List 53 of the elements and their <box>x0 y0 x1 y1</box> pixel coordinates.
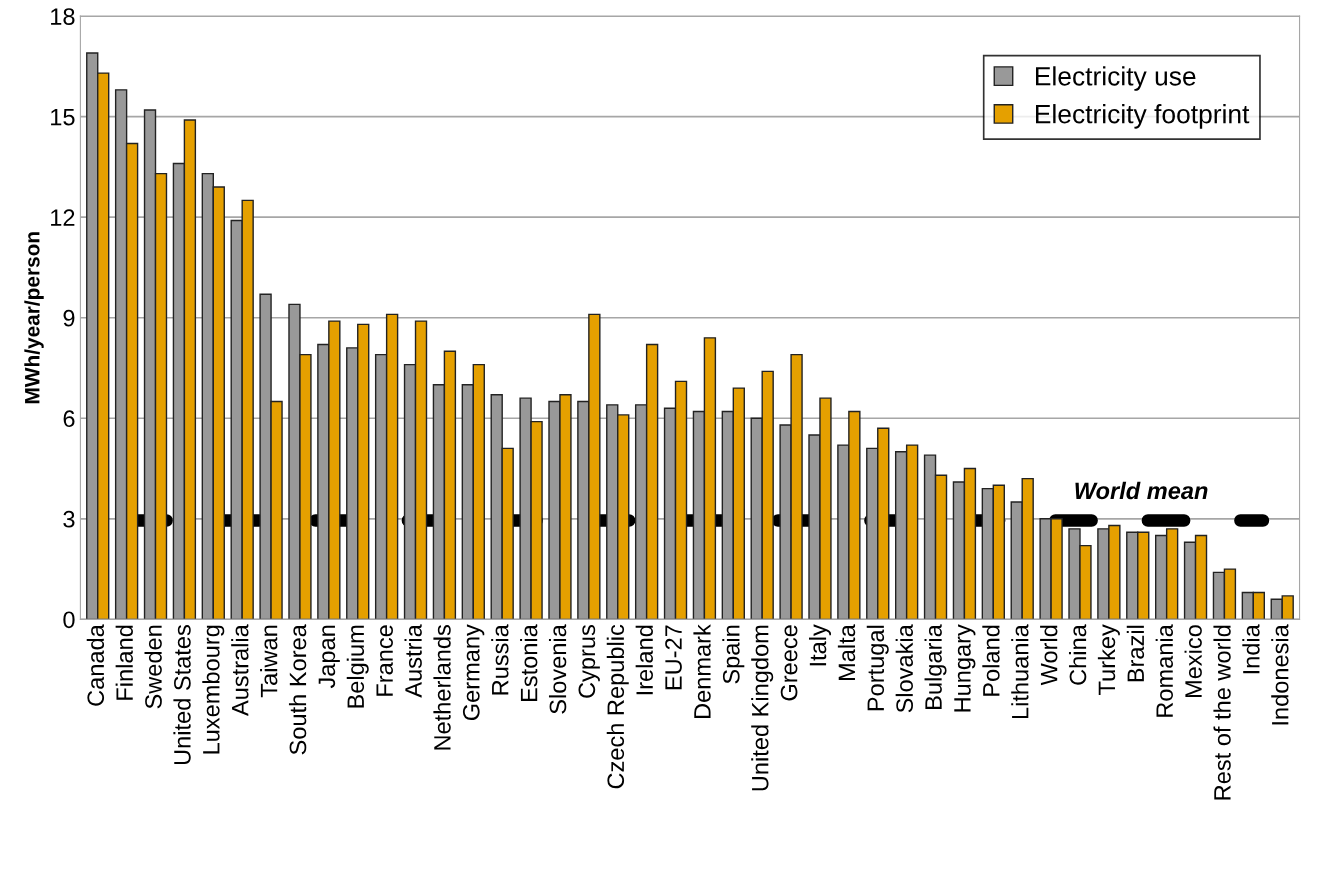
x-tick-label: Belgium <box>346 625 369 708</box>
ref-line-label: World mean <box>1075 481 1208 500</box>
x-tick-label: Poland <box>982 625 1000 696</box>
x-tick-label: United Kingdom <box>751 625 774 791</box>
x-tick-label: Netherlands <box>433 625 451 750</box>
x-tick-label: Brazil <box>1126 625 1145 682</box>
x-tick-label: EU-27 <box>665 625 682 690</box>
x-tick-label: Taiwan <box>260 625 278 698</box>
x-tick-label: Austria <box>404 624 422 698</box>
x-tick-label: Luxembourg <box>202 625 225 754</box>
x-tick-label: Turkey <box>1097 624 1120 695</box>
x-tick-label: South Korea <box>288 624 307 755</box>
x-tick-label: Malta <box>837 624 856 680</box>
x-tick-label: Italy <box>808 624 831 666</box>
x-tick-label: Slovenia <box>548 624 567 714</box>
y-tick-label: 12 <box>51 209 75 226</box>
x-tick-label: Russia <box>491 624 509 695</box>
x-tick-label: Japan <box>318 625 340 689</box>
y-tick-label: 15 <box>51 108 75 126</box>
x-tick-label: Romania <box>1155 624 1173 717</box>
x-tick-label: Rest of the world <box>1213 625 1231 800</box>
x-tick-label: Canada <box>86 624 105 706</box>
x-tick-label: Greece <box>780 625 798 701</box>
x-tick-label: Sweden <box>144 625 162 709</box>
x-tick-label: Germany <box>462 624 485 721</box>
legend-label: Electricity footprint <box>1036 104 1250 129</box>
x-tick-label: Slovakia <box>895 624 913 713</box>
x-tick-label: China <box>1068 624 1087 685</box>
legend-label: Electricity use <box>1036 66 1196 91</box>
x-tick-label: Australia <box>231 624 249 717</box>
x-tick-label: Portugal <box>866 625 889 711</box>
x-tick-label: Mexico <box>1184 625 1202 698</box>
x-tick-label: France <box>376 625 393 696</box>
y-axis-title: MWh/year/person <box>24 232 44 404</box>
x-tick-label: Lithuania <box>1011 624 1029 719</box>
x-tick-label: Bulgaria <box>924 624 947 709</box>
y-tick-label: 0 <box>63 611 75 629</box>
x-tick-label: Czech Republic <box>606 624 629 789</box>
y-tick-label: 3 <box>63 510 75 528</box>
x-tick-label: Estonia <box>520 624 538 702</box>
y-tick-label: 18 <box>51 8 75 25</box>
y-tick-label: 9 <box>63 309 75 327</box>
x-tick-label: World <box>1040 625 1058 686</box>
x-tick-label: Cyprus <box>578 625 600 698</box>
x-tick-label: United States <box>173 625 191 765</box>
x-tick-label: Finland <box>115 625 133 700</box>
x-tick-label: Hungary <box>954 624 976 712</box>
x-tick-label: Denmark <box>693 624 711 719</box>
x-tick-label: India <box>1242 624 1260 674</box>
x-tick-label: Ireland <box>635 625 653 695</box>
x-tick-label: Spain <box>722 625 745 684</box>
y-tick-label: 6 <box>63 410 75 428</box>
x-tick-label: Indonesia <box>1271 624 1289 725</box>
